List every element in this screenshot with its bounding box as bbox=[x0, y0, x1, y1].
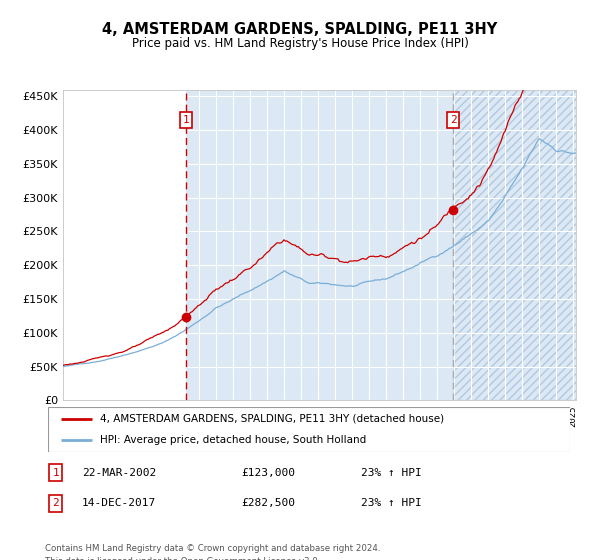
Text: 4, AMSTERDAM GARDENS, SPALDING, PE11 3HY: 4, AMSTERDAM GARDENS, SPALDING, PE11 3HY bbox=[103, 22, 497, 38]
Bar bbox=[453, 90, 584, 400]
Text: Contains HM Land Registry data © Crown copyright and database right 2024.
This d: Contains HM Land Registry data © Crown c… bbox=[45, 544, 380, 560]
Text: 1: 1 bbox=[52, 468, 59, 478]
Bar bbox=[453, 90, 584, 400]
Text: HPI: Average price, detached house, South Holland: HPI: Average price, detached house, Sout… bbox=[100, 435, 367, 445]
Text: 23% ↑ HPI: 23% ↑ HPI bbox=[361, 468, 422, 478]
Text: 1: 1 bbox=[182, 115, 189, 125]
Text: 14-DEC-2017: 14-DEC-2017 bbox=[82, 498, 156, 508]
Text: 22-MAR-2002: 22-MAR-2002 bbox=[82, 468, 156, 478]
Text: 4, AMSTERDAM GARDENS, SPALDING, PE11 3HY (detached house): 4, AMSTERDAM GARDENS, SPALDING, PE11 3HY… bbox=[100, 414, 445, 424]
Text: £282,500: £282,500 bbox=[241, 498, 295, 508]
Bar bbox=[186, 90, 453, 400]
Text: 23% ↑ HPI: 23% ↑ HPI bbox=[361, 498, 422, 508]
Text: 2: 2 bbox=[450, 115, 457, 125]
Text: 2: 2 bbox=[52, 498, 59, 508]
Text: £123,000: £123,000 bbox=[241, 468, 295, 478]
Text: Price paid vs. HM Land Registry's House Price Index (HPI): Price paid vs. HM Land Registry's House … bbox=[131, 37, 469, 50]
